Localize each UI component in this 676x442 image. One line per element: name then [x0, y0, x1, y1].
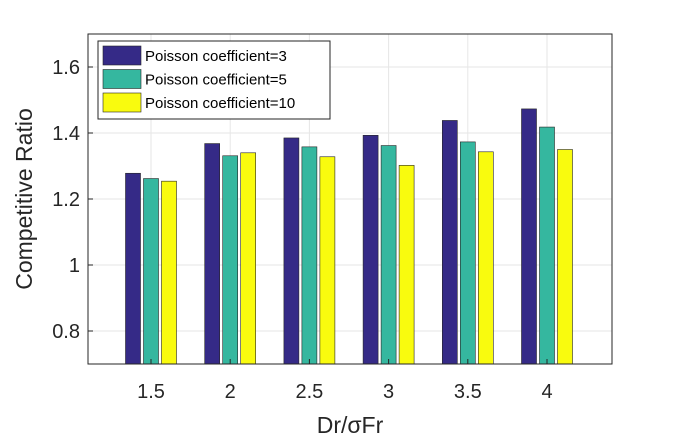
x-tick-label: 3.5 — [454, 381, 482, 403]
x-tick-label: 3 — [383, 381, 394, 403]
bar-2-series-2 — [222, 155, 238, 365]
x-tick-label: 2 — [225, 381, 236, 403]
bar-1.5-series-1 — [125, 172, 141, 365]
bar-2-series-3 — [240, 152, 256, 365]
y-tick-label: 1.2 — [52, 189, 80, 211]
bar-3.5-series-3 — [477, 151, 494, 365]
legend-label: Poisson coefficient=3 — [145, 48, 287, 65]
bar-2-series-1 — [204, 143, 220, 365]
bar-1.5-series-2 — [143, 178, 159, 365]
bar-2.5-series-3 — [319, 156, 336, 365]
x-tick-label: 1.5 — [137, 381, 165, 403]
legend-swatch — [102, 45, 142, 66]
bar-2.5-series-1 — [283, 137, 300, 365]
y-axis-label: Competitive Ratio — [11, 108, 37, 290]
legend-label: Poisson coefficient=5 — [145, 72, 287, 89]
legend-label: Poisson coefficient=10 — [145, 95, 295, 112]
y-tick-label: 0.8 — [52, 321, 80, 343]
y-tick-label: 1.6 — [52, 57, 80, 79]
y-tick-label: 1 — [69, 255, 80, 277]
legend: Poisson coefficient=3 Poisson coefficient… — [97, 40, 331, 120]
x-tick-label: 2.5 — [295, 381, 323, 403]
legend-swatch — [102, 92, 142, 113]
legend-swatch — [102, 69, 142, 89]
bar-3.5-series-1 — [441, 120, 458, 365]
y-axis-ticks: 0.8 1 1.2 1.4 1.6 — [52, 57, 93, 343]
bar-3-series-1 — [362, 135, 379, 365]
bar-3-series-3 — [398, 165, 415, 365]
bar-4-series-3 — [557, 149, 573, 365]
bar-4-series-2 — [539, 126, 555, 365]
bar-2.5-series-2 — [301, 146, 318, 365]
y-tick-label: 1.4 — [52, 123, 80, 145]
bar-1.5-series-3 — [161, 180, 177, 365]
x-axis-label: Dr/σFr — [317, 412, 384, 438]
x-tick-label: 4 — [541, 381, 552, 403]
bar-3.5-series-2 — [459, 141, 476, 365]
x-axis-ticks: 1.5 2 2.5 3 3.5 4 — [137, 359, 553, 403]
bar-3-series-2 — [380, 145, 397, 365]
bar-4-series-1 — [521, 108, 537, 365]
